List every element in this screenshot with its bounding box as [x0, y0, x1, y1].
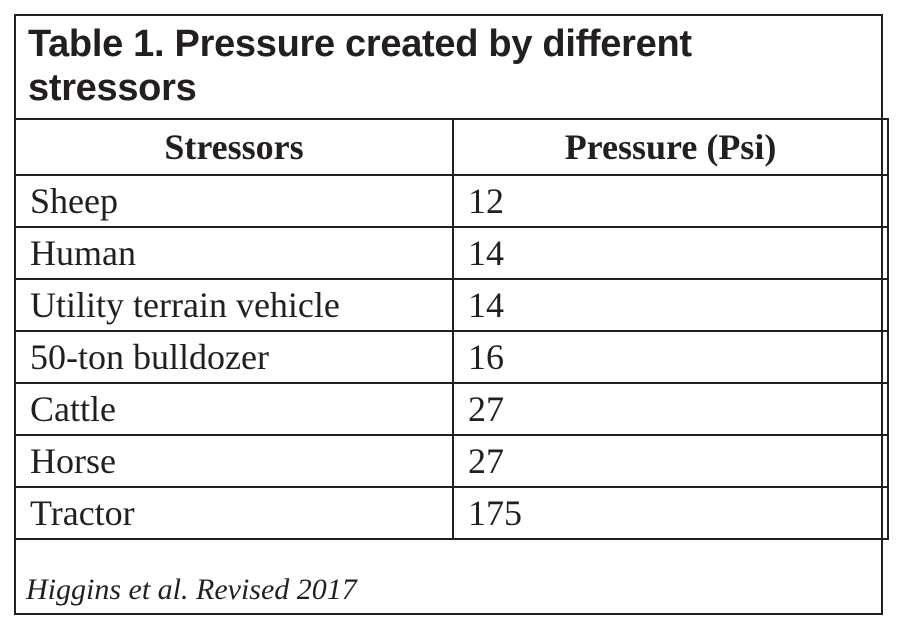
table-frame: Table 1. Pressure created by different s…: [14, 14, 889, 615]
table-row: 50-ton bulldozer 16: [14, 330, 889, 384]
pressure-cell: 27: [452, 382, 889, 436]
source-citation: Higgins et al. Revised 2017: [26, 573, 357, 606]
stressor-cell: Utility terrain vehicle: [14, 278, 454, 332]
table-row: Sheep 12: [14, 174, 889, 228]
pressure-cell: 14: [452, 278, 889, 332]
table-row: Tractor 175: [14, 486, 889, 540]
stressor-cell: Horse: [14, 434, 454, 488]
pressure-cell: 16: [452, 330, 889, 384]
table-row: Horse 27: [14, 434, 889, 488]
pressure-cell: 175: [452, 486, 889, 540]
pressure-cell: 27: [452, 434, 889, 488]
stressor-cell: Tractor: [14, 486, 454, 540]
stressor-cell: 50-ton bulldozer: [14, 330, 454, 384]
column-header-stressors: Stressors: [14, 118, 454, 176]
table-row: Human 14: [14, 226, 889, 280]
pressure-table: Stressors Pressure (Psi) Sheep 12 Human …: [14, 118, 889, 540]
column-header-pressure: Pressure (Psi): [452, 118, 889, 176]
pressure-cell: 12: [452, 174, 889, 228]
table-header-row: Stressors Pressure (Psi): [14, 118, 889, 176]
stressor-cell: Sheep: [14, 174, 454, 228]
table-title: Table 1. Pressure created by different s…: [28, 23, 692, 109]
pressure-cell: 14: [452, 226, 889, 280]
table-row: Utility terrain vehicle 14: [14, 278, 889, 332]
table-row: Cattle 27: [14, 382, 889, 436]
stressor-cell: Cattle: [14, 382, 454, 436]
stressor-cell: Human: [14, 226, 454, 280]
